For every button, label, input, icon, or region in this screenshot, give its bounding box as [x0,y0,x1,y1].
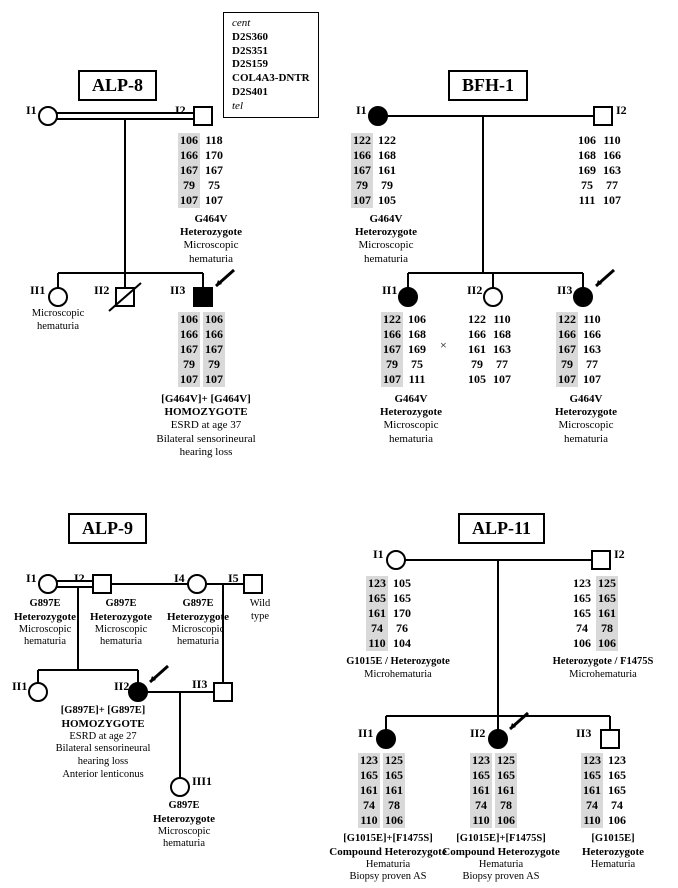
legend-m3: D2S159 [232,58,310,72]
alp9-I2-clin: G897E Heterozygote Microscopic hematuria [84,598,158,649]
pedigree-figure: cent D2S360 D2S351 D2S159 COL4A3-DNTR D2… [8,8,670,880]
alp9-I5-label: I5 [228,571,239,586]
bfh1-II1-label: II1 [382,283,397,298]
bfh1-II1-clin: G464V Heterozygote Microscopic hematuria [366,393,456,446]
alp11-I1-label: I1 [373,547,384,562]
alp11-II1-clin: [G1015E]+[F1475S] Compound Heterozygote … [323,833,453,884]
alp9-II3-label: II3 [192,677,207,692]
alp9-II2-clin: [G897E]+ [G897E] HOMOZYGOTE ESRD at age … [38,705,168,781]
bfh1-II3-label: II3 [557,283,572,298]
alp11-II2-label: II2 [470,726,485,741]
alp11-II2-haplo: 12316516174110 12516516178106 [470,753,517,828]
alp11-II2-clin: [G1015E]+[F1475S] Compound Heterozygote … [436,833,566,884]
alp11-II3-clin: [G1015E] Heterozygote Hematuria [563,833,663,871]
alp8-I1-label: I1 [26,103,37,118]
alp8-II1-label: II1 [30,283,45,298]
alp11-I2-label: I2 [614,547,625,562]
alp11-II1-label: II1 [358,726,373,741]
alp8-I2-clin: G464V Heterozygote Microscopic hematuria [166,213,256,266]
legend-m5: D2S401 [232,86,310,100]
alp9-II2-label: II2 [114,679,129,694]
alp8-I2-label: I2 [175,103,186,118]
alp9-III1-clin: G897E Heterozygote Microscopic hematuria [144,800,224,851]
alp8-II2-label: II2 [94,283,109,298]
alp9-I5-clin: Wild type [236,598,284,623]
alp11-II1-haplo: 12316516174110 12516516178106 [358,753,405,828]
family-label-alp9: ALP-9 [68,513,147,544]
alp11-II3-haplo: 12316516174110 12316516574106 [581,753,628,828]
bfh1-II3-haplo: 12216616779107 11016616377107 [556,312,603,387]
alp9-I2-label: I2 [74,571,85,586]
bfh1-I1-clin: G464V Heterozygote Microscopic hematuria [341,213,431,266]
bfh1-I2-label: I2 [616,103,627,118]
alp11-I1-haplo: 12316516174110 10516517076104 [366,576,413,651]
bfh1-II2-label: II2 [467,283,482,298]
alp11-I2-haplo: 12316516574106 12516516178106 [571,576,618,651]
legend-m1: D2S360 [232,31,310,45]
bfh1-I1-haplo: 12216616779107 12216816179105 [351,133,398,208]
alp9-III1-label: III1 [192,774,212,789]
legend-m4: COL4A3-DNTR [232,72,310,86]
family-label-alp11: ALP-11 [458,513,545,544]
bfh1-II1-haplo: 12216616779107 10616816975111 [381,312,428,387]
marker-legend: cent D2S360 D2S351 D2S159 COL4A3-DNTR D2… [223,12,319,118]
bfh1-I2-haplo: 10616816975111 11016616377107 [576,133,623,208]
alp11-I1-clin: G1015E / Heterozygote Microhematuria [338,656,458,681]
alp9-I1-label: I1 [26,571,37,586]
family-label-bfh1: BFH-1 [448,70,528,101]
alp8-I2-haplo: 10616616779107 11817016775107 [178,133,225,208]
alp8-II3-label: II3 [170,283,185,298]
alp9-I4-label: I4 [174,571,185,586]
legend-tel: tel [232,100,310,114]
haplo-col: 11817016775107 [203,133,225,208]
family-label-alp8: ALP-8 [78,70,157,101]
alp8-II3-haplo: 10616616779107 10616616779107 [178,312,225,387]
alp8-II3-clin: [G464V]+ [G464V] HOMOZYGOTE ESRD at age … [131,393,281,459]
recomb-x: × [440,338,447,353]
legend-cent: cent [232,17,310,31]
bfh1-II2-haplo: 12216616179105 11016816377107 [466,312,513,387]
alp8-II1-clin: Microscopic hematuria [20,308,96,333]
legend-m2: D2S351 [232,45,310,59]
haplo-col: 10616616779107 [178,133,200,208]
alp9-I4-clin: G897E Heterozygote Microscopic hematuria [161,598,235,649]
bfh1-II3-clin: G464V Heterozygote Microscopic hematuria [541,393,631,446]
bfh1-I1-label: I1 [356,103,367,118]
alp11-I2-clin: Heterozygote / F1475S Microhematuria [538,656,668,681]
alp9-I1-clin: G897E Heterozygote Microscopic hematuria [8,598,82,649]
alp11-II3-label: II3 [576,726,591,741]
alp9-II1-label: II1 [12,679,27,694]
